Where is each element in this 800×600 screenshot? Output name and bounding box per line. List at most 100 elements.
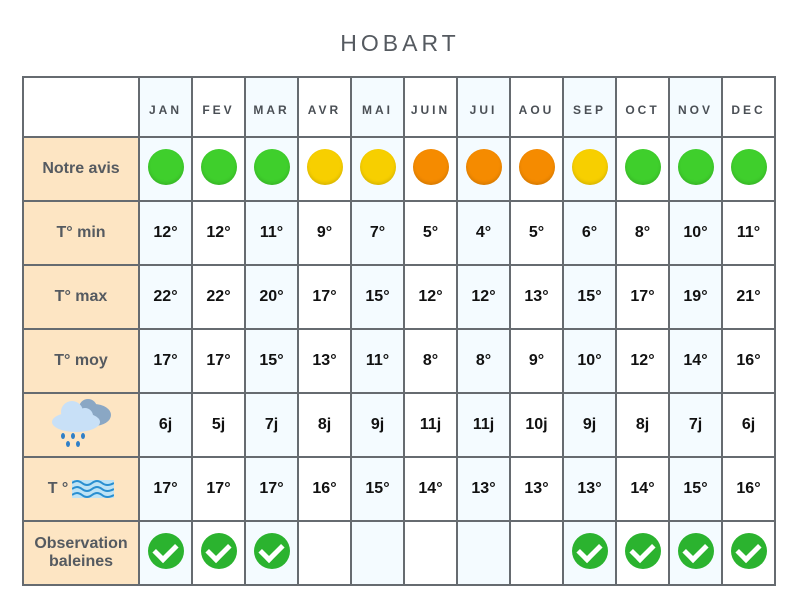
cell-value: 6j xyxy=(158,416,173,433)
cell xyxy=(668,136,723,202)
month-header: FEV xyxy=(191,76,246,138)
table-row: T° min 12° 12° 11° 9° 7° 5° 4° 5° 6° 8° 10° 11° xyxy=(22,200,776,266)
cell-value: 15° xyxy=(259,352,284,369)
cell: 8° xyxy=(615,200,670,266)
cell-value: 17° xyxy=(206,352,231,369)
cell-value: 14° xyxy=(630,480,655,497)
cell: 15° xyxy=(350,264,405,330)
cell xyxy=(721,136,776,202)
check-icon xyxy=(677,532,714,569)
cell-value: 16° xyxy=(736,352,761,369)
cell xyxy=(244,136,299,202)
cell-value: 6j xyxy=(741,416,756,433)
cell: 22° xyxy=(191,264,246,330)
rain-cloud-icon xyxy=(48,398,114,452)
cell-value: 5j xyxy=(211,416,226,433)
month-header: JAN xyxy=(138,76,193,138)
cell-value: 8° xyxy=(634,224,651,241)
month-header: MAR xyxy=(244,76,299,138)
check-icon xyxy=(571,532,608,569)
cell-value: 12° xyxy=(206,224,231,241)
cell xyxy=(562,520,617,586)
cell-value: 11° xyxy=(259,224,284,241)
check-icon xyxy=(730,532,767,569)
table-row: T° moy 17° 17° 15° 13° 11° 8° 8° 9° 10° 12° 14° 16° xyxy=(22,328,776,394)
cell: 16° xyxy=(721,456,776,522)
rating-dot-icon xyxy=(253,148,290,185)
cell-value: 15° xyxy=(683,480,708,497)
cell: 14° xyxy=(668,328,723,394)
cell xyxy=(350,520,405,586)
cell: 5j xyxy=(191,392,246,458)
month-header: MAI xyxy=(350,76,405,138)
cell: 11j xyxy=(456,392,511,458)
row-label-text: T° moy xyxy=(54,352,108,369)
cell: 9° xyxy=(297,200,352,266)
cell-value: 11j xyxy=(472,416,495,433)
header-row: JAN FEV MAR AVR MAI JUIN JUI AOU SEP OCT NOV DEC xyxy=(22,76,776,138)
cell: 12° xyxy=(403,264,458,330)
cell-value: 15° xyxy=(365,288,390,305)
cell xyxy=(509,136,564,202)
cell-value: 9° xyxy=(316,224,333,241)
cell-value: 5° xyxy=(422,224,439,241)
cell-value: 15° xyxy=(365,480,390,497)
cell-value: 9° xyxy=(528,352,545,369)
cell-value: 17° xyxy=(259,480,284,497)
cell: 9° xyxy=(509,328,564,394)
cell xyxy=(244,520,299,586)
cell: 17° xyxy=(244,456,299,522)
cell xyxy=(138,520,193,586)
cell: 5° xyxy=(509,200,564,266)
cell-value: 6° xyxy=(581,224,598,241)
cell: 8° xyxy=(456,328,511,394)
cell-value: 17° xyxy=(206,480,231,497)
cell: 8° xyxy=(403,328,458,394)
cell: 17° xyxy=(191,456,246,522)
cell-value: 16° xyxy=(736,480,761,497)
row-label: Notre avis xyxy=(22,136,140,202)
cell: 8j xyxy=(297,392,352,458)
cell: 11° xyxy=(350,328,405,394)
cell xyxy=(297,520,352,586)
rating-dot-icon xyxy=(730,148,767,185)
table-row: Notre avis xyxy=(22,136,776,202)
check-icon xyxy=(253,532,290,569)
cell xyxy=(138,136,193,202)
cell-value: 4° xyxy=(475,224,492,241)
row-label: T° max xyxy=(22,264,140,330)
cell: 7j xyxy=(668,392,723,458)
cell: 6° xyxy=(562,200,617,266)
cell: 14° xyxy=(615,456,670,522)
cell-value: 22° xyxy=(153,288,178,305)
cell-value: 9j xyxy=(582,416,597,433)
cell: 10° xyxy=(668,200,723,266)
cell: 8j xyxy=(615,392,670,458)
rating-dot-icon xyxy=(306,148,343,185)
cell xyxy=(191,136,246,202)
cell xyxy=(456,136,511,202)
cell-value: 12° xyxy=(471,288,496,305)
cell-value: 11° xyxy=(736,224,761,241)
check-icon xyxy=(147,532,184,569)
table-row: T° max 22° 22° 20° 17° 15° 12° 12° 13° 15° 17° 19° 2… xyxy=(22,264,776,330)
row-label xyxy=(22,392,140,458)
cell xyxy=(721,520,776,586)
cell xyxy=(562,136,617,202)
cell: 13° xyxy=(562,456,617,522)
check-icon xyxy=(200,532,237,569)
cell xyxy=(191,520,246,586)
corner-cell xyxy=(22,76,140,138)
row-label-text: T° max xyxy=(54,288,108,305)
cell: 12° xyxy=(191,200,246,266)
month-header: NOV xyxy=(668,76,723,138)
cell: 12° xyxy=(615,328,670,394)
month-header: SEP xyxy=(562,76,617,138)
cell-value: 8° xyxy=(475,352,492,369)
cell: 11° xyxy=(244,200,299,266)
row-label-text: Notre avis xyxy=(42,160,120,177)
cell: 17° xyxy=(138,456,193,522)
cell: 13° xyxy=(456,456,511,522)
cell-value: 14° xyxy=(418,480,443,497)
month-header: AVR xyxy=(297,76,352,138)
